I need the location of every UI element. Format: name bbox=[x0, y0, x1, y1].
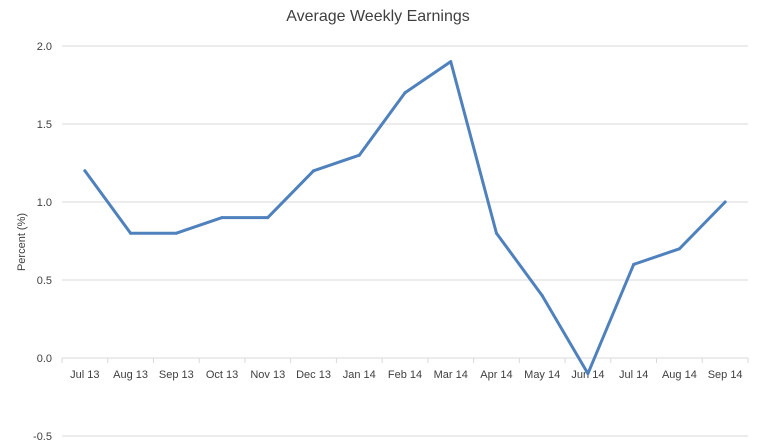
data-point bbox=[586, 372, 590, 376]
x-tick-label: Mar 14 bbox=[434, 369, 468, 381]
x-tick-label: Sep 13 bbox=[159, 369, 194, 381]
data-point bbox=[129, 231, 133, 235]
y-tick-label: 0.0 bbox=[37, 353, 52, 365]
data-point bbox=[677, 247, 681, 251]
x-tick-label: Jul 13 bbox=[70, 369, 99, 381]
data-point bbox=[723, 200, 727, 204]
x-tick-label: Oct 13 bbox=[206, 369, 238, 381]
data-point bbox=[174, 231, 178, 235]
x-tick-label: Jul 14 bbox=[619, 369, 648, 381]
y-tick-label: 2.0 bbox=[37, 41, 52, 53]
y-axis-ticks: -0.5 0.0 0.5 1.0 1.5 2.0 bbox=[33, 41, 52, 443]
data-point bbox=[540, 294, 544, 298]
data-point bbox=[403, 91, 407, 95]
data-point bbox=[449, 60, 453, 64]
data-point bbox=[220, 216, 224, 220]
data-point bbox=[266, 216, 270, 220]
x-tick-label: Jan 14 bbox=[343, 369, 376, 381]
x-tick-label: Dec 13 bbox=[296, 369, 331, 381]
x-tick-label: Feb 14 bbox=[388, 369, 422, 381]
y-axis-label: Percent (%) bbox=[16, 213, 28, 271]
data-point bbox=[83, 169, 87, 173]
y-tick-label: -0.5 bbox=[33, 431, 52, 443]
y-tick-label: 1.0 bbox=[37, 197, 52, 209]
x-tick-label: May 14 bbox=[524, 369, 560, 381]
x-tick-label: Aug 14 bbox=[662, 369, 697, 381]
y-tick-label: 1.5 bbox=[37, 119, 52, 131]
gridlines bbox=[62, 45, 748, 437]
series-line bbox=[83, 60, 727, 376]
data-point bbox=[632, 262, 636, 266]
x-tick-label: Sep 14 bbox=[708, 369, 743, 381]
series-group bbox=[83, 60, 727, 376]
x-tick-label: Nov 13 bbox=[250, 369, 285, 381]
y-tick-label: 0.5 bbox=[37, 275, 52, 287]
x-tick-label: Apr 14 bbox=[480, 369, 512, 381]
x-axis-ticks: Jul 13 Aug 13 Sep 13 Oct 13 Nov 13 Dec 13 Jan … bbox=[61, 358, 749, 381]
chart-title: Average Weekly Earnings bbox=[286, 8, 470, 25]
data-point bbox=[312, 169, 316, 173]
x-tick-label: Aug 13 bbox=[113, 369, 148, 381]
data-point bbox=[357, 153, 361, 157]
data-point bbox=[494, 231, 498, 235]
